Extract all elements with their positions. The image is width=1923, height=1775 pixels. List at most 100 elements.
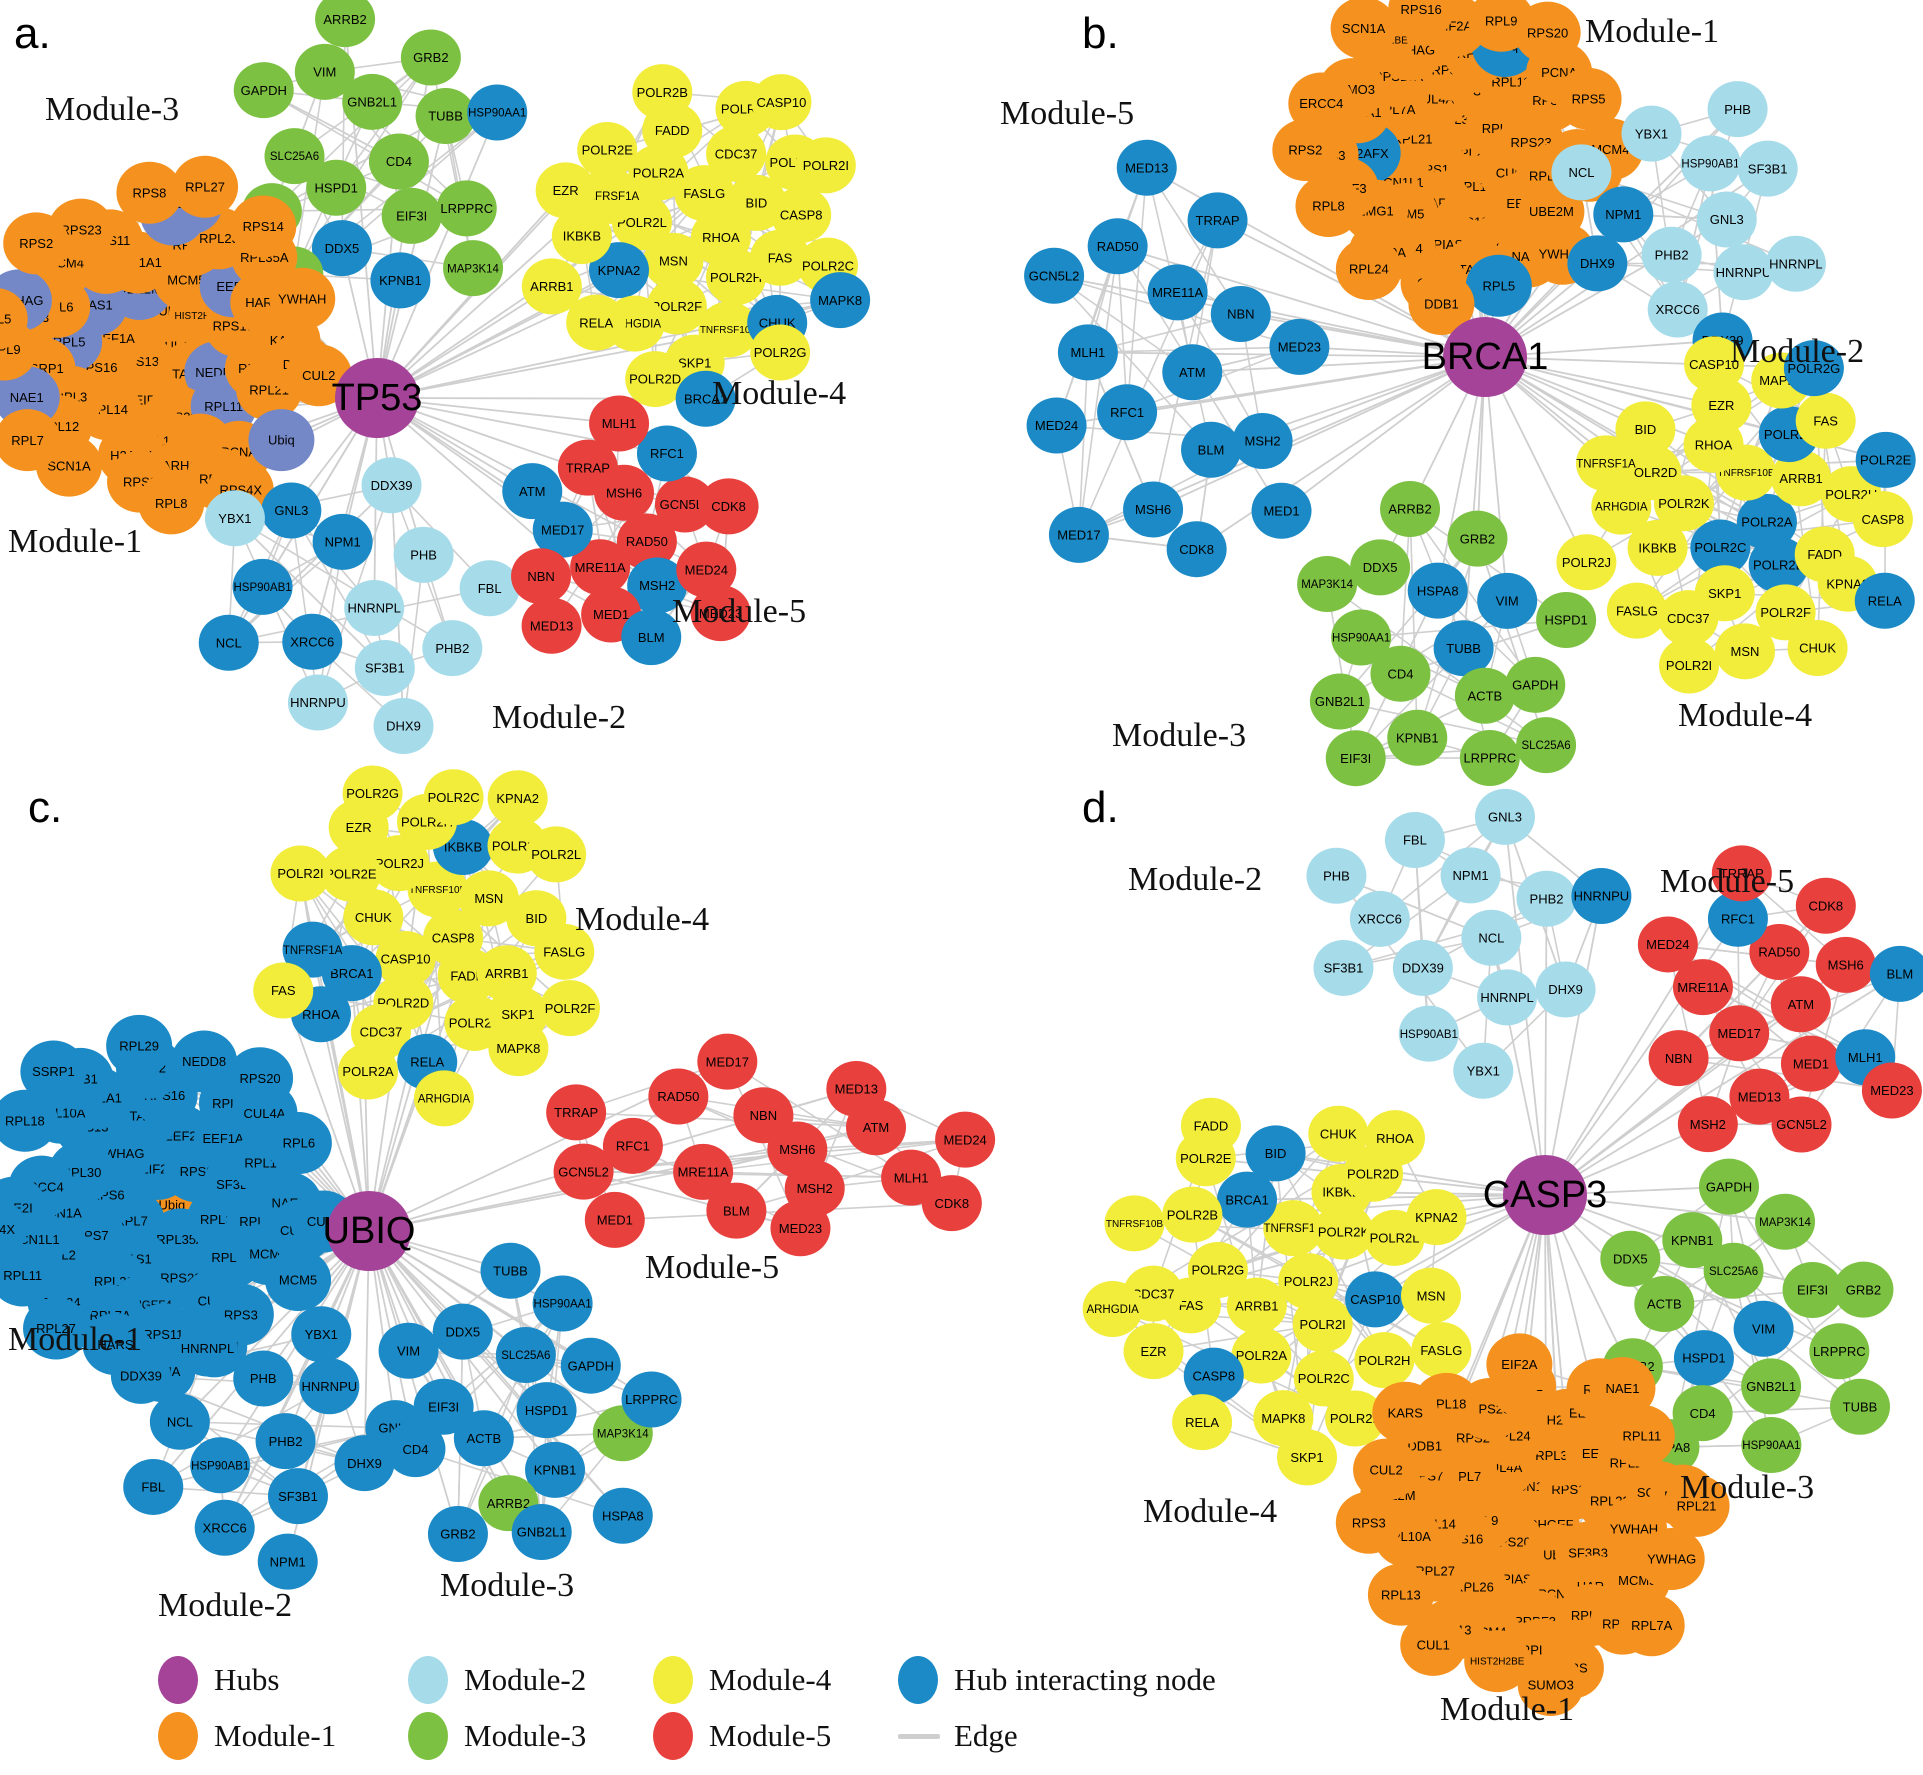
node-RPL24[interactable]: RPL24 <box>1335 237 1402 300</box>
node-GNL3[interactable]: GNL3 <box>1474 788 1535 845</box>
node-FASLG[interactable]: FASLG <box>1411 1322 1472 1379</box>
node-RPS20[interactable]: RPS20 <box>1514 1 1581 64</box>
node-ARHGDIA[interactable]: ARHGDIA <box>1082 1281 1143 1338</box>
node-GRB2[interactable]: GRB2 <box>427 1506 488 1563</box>
node-HNRNPL[interactable]: HNRNPL <box>1477 969 1538 1026</box>
node-FBL[interactable]: FBL <box>123 1458 184 1515</box>
node-CASP10[interactable]: CASP10 <box>375 931 436 988</box>
node-NPM1[interactable]: NPM1 <box>257 1533 318 1590</box>
node-SLC25A6[interactable]: SLC25A6 <box>264 128 325 185</box>
node-RFC1[interactable]: RFC1 <box>1707 890 1768 947</box>
node-POLR2B[interactable]: POLR2B <box>632 64 693 121</box>
node-CDK8[interactable]: CDK8 <box>1166 521 1227 578</box>
node-HIST2H2BE[interactable]: HIST2H2BE <box>1464 1630 1531 1693</box>
node-HSPD1[interactable]: HSPD1 <box>516 1382 577 1439</box>
node-DDX5[interactable]: DDX5 <box>1350 539 1411 596</box>
node-BLM[interactable]: BLM <box>1181 421 1242 478</box>
node-GNB2L1[interactable]: GNB2L1 <box>1309 673 1370 730</box>
node-RPS20[interactable]: RPS20 <box>227 1047 294 1110</box>
node-CHUK[interactable]: CHUK <box>343 889 404 946</box>
node-SCN1A[interactable]: SCN1A <box>1330 0 1397 60</box>
node-RPL7[interactable]: RPL7 <box>0 409 61 472</box>
node-IKBKB[interactable]: IKBKB <box>1627 519 1688 576</box>
node-MSH2[interactable]: MSH2 <box>1232 412 1293 469</box>
node-YWHAG[interactable]: YWHAG <box>1638 1528 1705 1591</box>
node-PHB2[interactable]: PHB2 <box>255 1413 316 1470</box>
node-POLR2G[interactable]: POLR2G <box>750 324 811 381</box>
node-ARRB1[interactable]: ARRB1 <box>521 258 582 315</box>
node-KPNA2[interactable]: KPNA2 <box>1406 1189 1467 1246</box>
node-HSP90AA1[interactable]: HSP90AA1 <box>467 84 528 141</box>
node-SF3B1[interactable]: SF3B1 <box>1313 939 1374 996</box>
node-HSPA8[interactable]: HSPA8 <box>1407 562 1468 619</box>
node-CASP8[interactable]: CASP8 <box>771 186 832 243</box>
node-MED1[interactable]: MED1 <box>584 1191 645 1248</box>
node-BRCA1[interactable]: BRCA1 <box>1217 1171 1278 1228</box>
node-GNB2L1[interactable]: GNB2L1 <box>342 73 403 130</box>
node-CHUK[interactable]: CHUK <box>1308 1105 1369 1162</box>
node-SLC25A6[interactable]: SLC25A6 <box>1703 1242 1764 1299</box>
node-SF3B1[interactable]: SF3B1 <box>1737 140 1798 197</box>
node-MED23[interactable]: MED23 <box>1269 318 1330 375</box>
node-RPS14[interactable]: RPS14 <box>230 195 297 258</box>
node-EIF3I[interactable]: EIF3I <box>381 187 442 244</box>
node-MED23[interactable]: MED23 <box>1861 1062 1922 1119</box>
node-POLR2A[interactable]: POLR2A <box>338 1043 399 1100</box>
node-NCL[interactable]: NCL <box>149 1393 210 1450</box>
node-FAS[interactable]: FAS <box>750 229 811 286</box>
node-CD4[interactable]: CD4 <box>368 133 429 190</box>
node-LRPPRC[interactable]: LRPPRC <box>436 180 497 237</box>
node-HSPD1[interactable]: HSPD1 <box>1673 1330 1734 1387</box>
node-KPNA2[interactable]: KPNA2 <box>487 770 548 827</box>
node-HSP90AB1[interactable]: HSP90AB1 <box>190 1437 251 1494</box>
node-TRRAP[interactable]: TRRAP <box>1187 192 1248 249</box>
node-TNFRSF1A[interactable]: TNFRSF1A <box>282 921 343 978</box>
node-TUBB[interactable]: TUBB <box>1433 620 1494 677</box>
node-NEDD8[interactable]: NEDD8 <box>171 1030 238 1093</box>
node-RELA[interactable]: RELA <box>1854 572 1915 629</box>
node-FADD[interactable]: FADD <box>1180 1097 1241 1154</box>
node-RELA[interactable]: RELA <box>566 294 627 351</box>
hub-UBIQ[interactable]: UBIQ <box>323 1191 416 1271</box>
node-ARRB1[interactable]: ARRB1 <box>1226 1277 1287 1334</box>
node-POLR2I[interactable]: POLR2I <box>1659 637 1720 694</box>
node-EZR[interactable]: EZR <box>535 162 596 219</box>
node-RPL11[interactable]: RPL11 <box>0 1244 56 1307</box>
node-POLR2A[interactable]: POLR2A <box>1231 1327 1292 1384</box>
node-HNRNPU[interactable]: HNRNPU <box>287 674 348 731</box>
node-SLC25A6[interactable]: SLC25A6 <box>1516 717 1577 774</box>
node-BID[interactable]: BID <box>1615 401 1676 458</box>
node-HSP90AA1[interactable]: HSP90AA1 <box>532 1275 593 1332</box>
node-DDX5[interactable]: DDX5 <box>311 220 372 277</box>
node-PHB[interactable]: PHB <box>1306 847 1367 904</box>
node-MRE11A[interactable]: MRE11A <box>673 1143 734 1200</box>
node-RAD50[interactable]: RAD50 <box>1087 218 1148 275</box>
node-XRCC6[interactable]: XRCC6 <box>1349 890 1410 947</box>
node-FASLG[interactable]: FASLG <box>674 165 735 222</box>
node-CUL2[interactable]: CUL2 <box>1353 1438 1420 1501</box>
node-POLR2L[interactable]: POLR2L <box>526 826 587 883</box>
node-FBL[interactable]: FBL <box>1384 812 1445 869</box>
node-POLR2I[interactable]: POLR2I <box>270 845 331 902</box>
node-FASLG[interactable]: FASLG <box>1606 582 1667 639</box>
node-CDK8[interactable]: CDK8 <box>1795 877 1856 934</box>
node-PHB[interactable]: PHB <box>233 1350 294 1407</box>
node-ARRB1[interactable]: ARRB1 <box>1771 450 1832 507</box>
node-BLM[interactable]: BLM <box>1869 945 1923 1002</box>
node-RFC1[interactable]: RFC1 <box>636 425 697 482</box>
node-MSN[interactable]: MSN <box>643 232 704 289</box>
node-HSPD1[interactable]: HSPD1 <box>306 159 367 216</box>
node-RPS2[interactable]: RPS2 <box>3 212 70 275</box>
node-EIF3I[interactable]: EIF3I <box>1325 730 1386 787</box>
node-ARRB2[interactable]: ARRB2 <box>315 0 376 48</box>
node-POLR2J[interactable]: POLR2J <box>369 835 430 892</box>
node-ARHGDIA[interactable]: ARHGDIA <box>413 1070 474 1127</box>
node-GAPDH[interactable]: GAPDH <box>1699 1158 1760 1215</box>
node-CASP10[interactable]: CASP10 <box>1684 336 1745 393</box>
hub-CASP3[interactable]: CASP3 <box>1483 1155 1608 1235</box>
node-YBX1[interactable]: YBX1 <box>204 490 265 547</box>
node-BRCA1[interactable]: BRCA1 <box>675 370 736 427</box>
node-RFC1[interactable]: RFC1 <box>602 1117 663 1174</box>
node-MSH6[interactable]: MSH6 <box>1123 481 1184 538</box>
node-ARHGDIA[interactable]: ARHGDIA <box>1591 478 1652 535</box>
